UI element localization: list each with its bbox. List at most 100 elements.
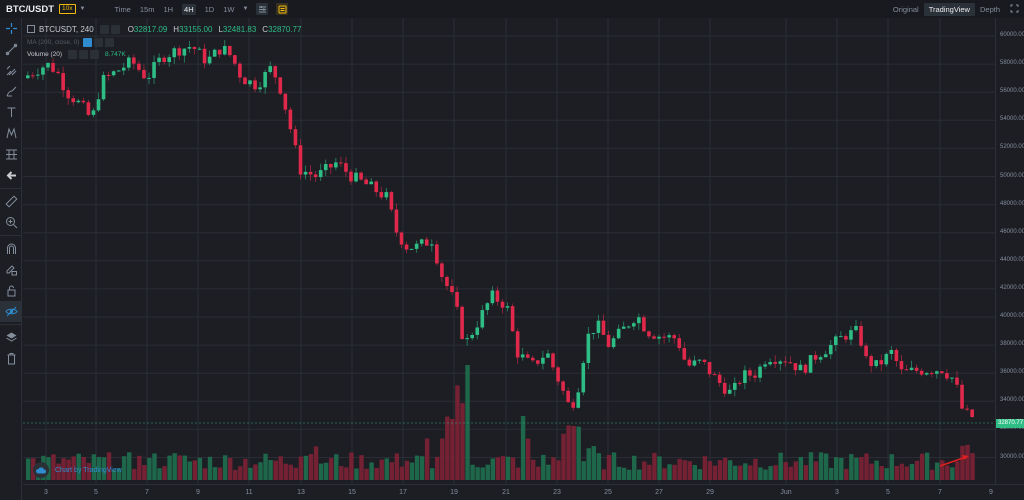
- timeframe-4h[interactable]: 4H: [182, 3, 196, 15]
- time-axis[interactable]: 3 5 7 9 11 13 15 17 19 21 23 25 27 29 Jun 3 5 7 9: [23, 484, 1024, 500]
- volume-value: 8.747K: [105, 50, 126, 58]
- price-label: 48000.00: [1000, 200, 1024, 207]
- ma-indicator-label: MA (200, close, 0): [27, 38, 80, 46]
- price-label: 50000.00: [1000, 172, 1024, 179]
- high-value: 33155.00: [179, 24, 213, 34]
- view-depth[interactable]: Depth: [979, 4, 1000, 14]
- time-label: 19: [450, 489, 458, 496]
- time-label: Jun: [780, 489, 792, 496]
- time-label: 11: [245, 489, 253, 496]
- time-label: 23: [553, 489, 561, 496]
- more-timeframes-icon[interactable]: ▼: [242, 6, 249, 12]
- price-label: 42000.00: [1000, 284, 1024, 291]
- symbol-more-icon[interactable]: [110, 24, 120, 34]
- price-label: 54000.00: [1000, 116, 1024, 123]
- leverage-badge[interactable]: 10x: [59, 4, 76, 14]
- forecast-icon: [5, 149, 17, 160]
- price-label: 56000.00: [1000, 88, 1024, 95]
- brush-tool[interactable]: [0, 81, 22, 102]
- timeframe-15m[interactable]: 15m: [139, 4, 155, 14]
- delete-tool[interactable]: [0, 348, 22, 369]
- ma-visibility-icon[interactable]: [83, 37, 93, 47]
- measure-tool[interactable]: [0, 144, 22, 165]
- time-label: 7: [145, 489, 149, 496]
- volume-remove-icon[interactable]: [90, 49, 100, 59]
- top-toolbar: BTC/USDT 10x ▼ Time 15m 1H 4H 1D 1W ▼ Or…: [0, 0, 1024, 18]
- drawing-toolbar: [0, 18, 22, 500]
- price-chart[interactable]: [23, 18, 995, 484]
- ruler-tool[interactable]: [0, 191, 22, 212]
- candlestick-chart: [23, 18, 995, 484]
- crosshair-tool[interactable]: [0, 18, 22, 39]
- close-value: 32870.77: [268, 24, 302, 34]
- time-label: 9: [196, 489, 200, 496]
- fib-tool[interactable]: [0, 60, 22, 81]
- price-label: 58000.00: [1000, 60, 1024, 67]
- time-label: 27: [655, 489, 663, 496]
- pitchfork-icon: [6, 65, 16, 76]
- eye-hidden-icon: [4, 306, 18, 317]
- leverage-dropdown-icon[interactable]: ▼: [79, 6, 86, 12]
- fullscreen-icon[interactable]: [1005, 2, 1024, 17]
- view-tradingview[interactable]: TradingView: [923, 2, 975, 16]
- chart-legend: BTCUSDT, 240 O 32817.09 H 33155.00 L 32481.…: [27, 24, 302, 59]
- timeframe-time[interactable]: Time: [114, 4, 131, 14]
- timeframe-1d[interactable]: 1D: [204, 4, 215, 14]
- ma-remove-icon[interactable]: [105, 37, 115, 47]
- hide-drawings-tool[interactable]: [0, 301, 22, 322]
- layers-tool[interactable]: [0, 327, 22, 348]
- trash-icon: [7, 353, 15, 365]
- magnet-icon: [6, 243, 16, 254]
- cloud-icon: [33, 462, 49, 478]
- legend-symbol: BTCUSDT, 240: [39, 24, 94, 34]
- price-label: 46000.00: [1000, 228, 1024, 235]
- ma-settings-icon[interactable]: [94, 37, 104, 47]
- view-original[interactable]: Original: [892, 4, 919, 14]
- time-label: 9: [989, 489, 993, 496]
- symbol-settings-icon[interactable]: [99, 24, 109, 34]
- trendline-icon: [5, 43, 17, 56]
- price-axis[interactable]: 60000.00 58000.00 56000.00 54000.00 52000.00…: [995, 18, 1024, 484]
- chart-type-icon[interactable]: [276, 3, 289, 15]
- time-label: 29: [706, 489, 714, 496]
- tradingview-watermark[interactable]: Chart by TradingView: [33, 462, 122, 478]
- time-label: 17: [399, 489, 407, 496]
- price-label: 60000.00: [1000, 32, 1024, 38]
- back-tool[interactable]: [0, 165, 22, 186]
- ruler-icon: [4, 195, 18, 208]
- time-label: 3: [44, 489, 48, 496]
- time-label: 5: [886, 489, 890, 496]
- arrow-left-icon: [6, 171, 16, 180]
- magnet-tool[interactable]: [0, 238, 22, 259]
- trading-pair[interactable]: BTC/USDT: [6, 3, 55, 15]
- collapse-legend-icon[interactable]: [27, 25, 35, 33]
- pattern-tool[interactable]: [0, 123, 22, 144]
- pattern-icon: [6, 127, 16, 139]
- volume-settings-icon[interactable]: [79, 49, 89, 59]
- brush-icon: [6, 86, 16, 97]
- time-label: 5: [94, 489, 98, 496]
- price-label: 32000.00: [1000, 425, 1024, 432]
- price-label: 52000.00: [1000, 144, 1024, 151]
- text-tool[interactable]: [0, 102, 22, 123]
- price-label: 34000.00: [1000, 397, 1024, 404]
- lock-drawings-tool[interactable]: [0, 259, 22, 280]
- price-label: 38000.00: [1000, 341, 1024, 348]
- current-price-label: 32870.77: [996, 418, 1024, 428]
- zoom-in-tool[interactable]: [0, 212, 22, 233]
- price-label: 44000.00: [1000, 256, 1024, 263]
- unlock-icon: [7, 285, 15, 297]
- time-label: 13: [297, 489, 305, 496]
- text-icon: [7, 107, 15, 117]
- volume-visibility-icon[interactable]: [68, 49, 78, 59]
- unlock-tool[interactable]: [0, 280, 22, 301]
- trendline-tool[interactable]: [0, 39, 22, 60]
- timeframe-1w[interactable]: 1W: [223, 4, 235, 14]
- time-label: 21: [502, 489, 510, 496]
- time-label: 3: [835, 489, 839, 496]
- low-value: 32481.83: [222, 24, 257, 34]
- timeframe-1h[interactable]: 1H: [163, 4, 174, 14]
- indicator-settings-icon[interactable]: [256, 3, 269, 15]
- time-label: 7: [938, 489, 942, 496]
- price-label: 36000.00: [1000, 369, 1024, 376]
